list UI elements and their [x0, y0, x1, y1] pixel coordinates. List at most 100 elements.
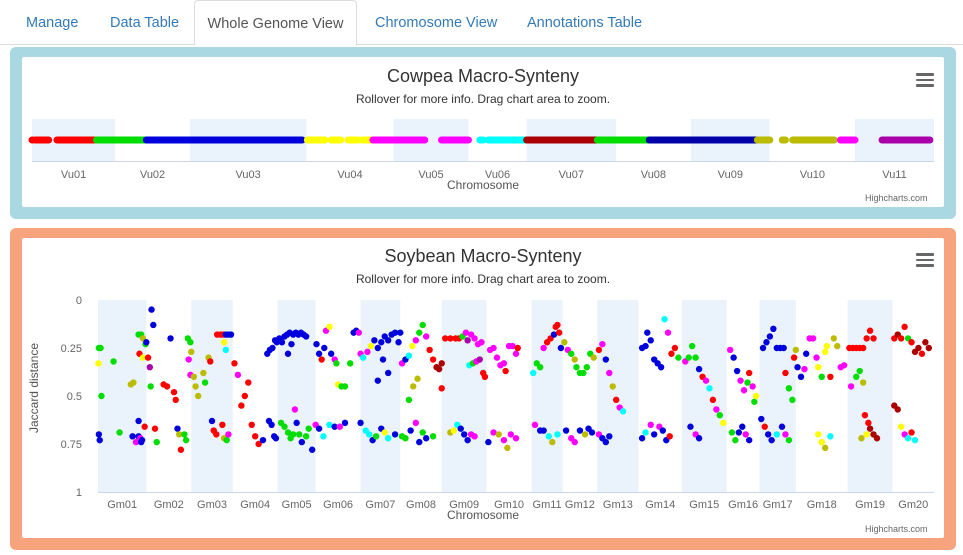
synteny-point	[110, 358, 117, 365]
synteny-point	[259, 436, 267, 444]
synteny-point	[602, 356, 610, 363]
tab-data-table[interactable]: Data Table	[110, 15, 180, 31]
x-tick-label: Gm07	[365, 499, 395, 511]
tab-manage[interactable]: Manage	[26, 15, 79, 31]
synteny-point	[509, 342, 516, 350]
synteny-point	[98, 392, 105, 400]
synteny-point	[464, 337, 471, 344]
x-tick-label: Gm20	[898, 499, 928, 511]
synteny-point	[602, 438, 610, 446]
tab-annotations-table[interactable]: Annotations Table	[527, 15, 643, 31]
synteny-point	[588, 429, 596, 436]
synteny-point	[830, 335, 838, 342]
synteny-point	[671, 344, 679, 352]
synteny-point	[318, 356, 325, 363]
x-tick-label: Gm14	[645, 499, 675, 511]
synteny-point	[139, 354, 147, 361]
cowpea-plot[interactable]: Vu01 Vu02 Vu03 Vu04 Vu05 Vu06 Vu07 Vu08 Vu09 Vu10…	[22, 57, 944, 207]
synteny-point	[745, 436, 753, 444]
synteny-point	[172, 396, 179, 404]
synteny-point	[733, 367, 741, 375]
synteny-point	[739, 423, 746, 430]
synteny-point	[540, 427, 547, 434]
synteny-point	[422, 333, 430, 340]
synteny-point	[464, 436, 471, 444]
synteny-point	[863, 335, 870, 342]
synteny-point	[859, 344, 867, 352]
synteny-point	[576, 427, 584, 434]
synteny-point	[554, 431, 561, 438]
synteny-point	[764, 431, 772, 438]
synteny-point	[222, 346, 230, 354]
x-tick-label: Vu10	[800, 169, 825, 181]
x-tick-label: Gm19	[855, 499, 885, 511]
synteny-point	[471, 335, 478, 342]
synteny-point	[685, 354, 692, 361]
synteny-point	[185, 356, 192, 363]
synteny-point	[462, 329, 470, 336]
synteny-point	[326, 421, 333, 428]
synteny-point	[478, 339, 485, 346]
synteny-point	[269, 344, 276, 352]
synteny-point	[856, 367, 863, 375]
synteny-point	[561, 339, 568, 346]
synteny-point	[858, 435, 865, 442]
synteny-point	[231, 360, 238, 367]
synteny-point	[96, 436, 103, 444]
synteny-point	[320, 433, 327, 440]
soybean-plot[interactable]: 0 0.25 0.5 0.75 1 Gm01 Gm02 Gm03 Gm04 Gm05 Gm06 Gm0…	[22, 238, 944, 538]
soybean-credit[interactable]: Highcharts.com	[865, 524, 928, 534]
synteny-point	[642, 429, 649, 436]
synteny-point	[606, 369, 613, 377]
synteny-point	[735, 429, 743, 436]
x-tick-label: Gm04	[240, 499, 270, 511]
synteny-point	[460, 431, 468, 438]
synteny-point	[759, 344, 767, 352]
synteny-point	[391, 329, 399, 336]
synteny-point	[272, 435, 280, 442]
tab-chromosome-view[interactable]: Chromosome View	[375, 15, 498, 31]
synteny-point	[894, 406, 901, 413]
synteny-point	[225, 431, 232, 438]
synteny-point	[146, 364, 154, 371]
y-tick-label: 0	[76, 295, 82, 307]
y-tick-label: 0.5	[67, 391, 82, 403]
soybean-menu-icon[interactable]	[916, 253, 934, 267]
synteny-point	[495, 431, 502, 438]
synteny-point	[692, 354, 699, 361]
x-tick-label: Gm11	[533, 499, 562, 511]
cowpea-menu-icon[interactable]	[916, 73, 934, 87]
synteny-point	[782, 369, 789, 377]
synteny-point	[208, 417, 216, 425]
x-tick-label: Gm08	[406, 499, 436, 511]
synteny-point	[512, 435, 520, 442]
synteny-point	[241, 392, 249, 400]
cowpea-chart[interactable]: Cowpea Macro-Synteny Rollover for more i…	[22, 57, 944, 207]
chromosome-band-gm05	[277, 300, 316, 492]
synteny-point	[402, 435, 409, 442]
synteny-point	[761, 423, 768, 430]
synteny-point	[95, 360, 102, 367]
x-tick-label: Gm13	[603, 499, 633, 511]
y-tick-label: 0.25	[61, 343, 82, 355]
soybean-panel: Soybean Macro-Synteny Rollover for more …	[10, 228, 956, 550]
synteny-point	[410, 383, 417, 390]
synteny-point	[897, 423, 905, 430]
synteny-point	[595, 346, 603, 354]
cowpea-credit[interactable]: Highcharts.com	[865, 193, 928, 203]
synteny-point	[129, 433, 136, 440]
synteny-point	[925, 344, 933, 352]
synteny-point	[702, 377, 710, 384]
synteny-point	[834, 342, 841, 350]
soybean-chart[interactable]: Soybean Macro-Synteny Rollover for more …	[22, 238, 944, 538]
synteny-point	[190, 373, 198, 380]
synteny-point	[284, 429, 292, 436]
synteny-point	[745, 369, 753, 377]
synteny-point	[827, 373, 834, 380]
tab-whole-genome-view[interactable]: Whole Genome View	[194, 0, 357, 46]
synteny-point	[768, 436, 775, 444]
synteny-point	[901, 323, 908, 331]
synteny-point	[364, 348, 371, 356]
x-tick-label: Gm02	[154, 499, 184, 511]
synteny-point	[429, 433, 437, 440]
